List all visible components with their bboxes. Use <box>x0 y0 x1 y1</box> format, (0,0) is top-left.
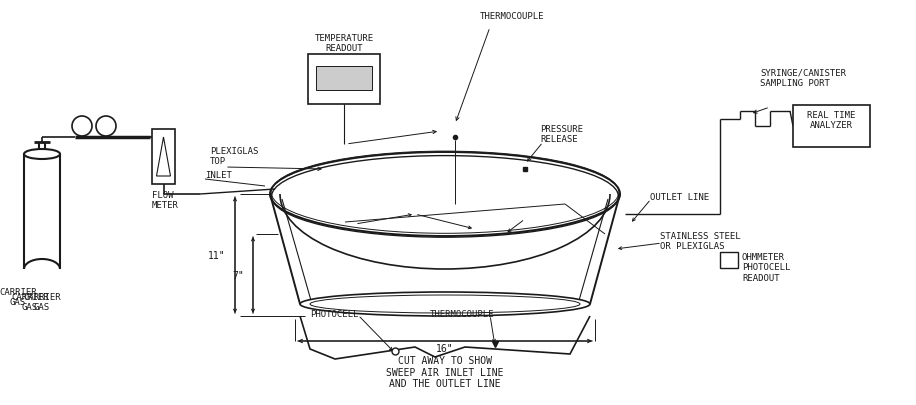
Text: OHMMETER
PHOTOCELL
READOUT: OHMMETER PHOTOCELL READOUT <box>742 252 791 282</box>
Text: 7": 7" <box>232 270 244 280</box>
Text: THERMOCOUPLE: THERMOCOUPLE <box>430 310 495 319</box>
Text: SYRINGE/CANISTER
SAMPLING PORT: SYRINGE/CANISTER SAMPLING PORT <box>760 68 846 88</box>
Text: CARRIER
GAS: CARRIER GAS <box>0 287 37 307</box>
Text: PRESSURE
RELEASE: PRESSURE RELEASE <box>540 125 583 144</box>
Circle shape <box>96 117 116 136</box>
Bar <box>720 252 738 269</box>
Text: PHOTOCELL: PHOTOCELL <box>310 310 358 319</box>
Ellipse shape <box>300 292 590 316</box>
Text: TEMPERATURE
READOUT: TEMPERATURE READOUT <box>314 34 374 53</box>
Bar <box>152 130 175 185</box>
Polygon shape <box>157 138 170 177</box>
Bar <box>308 55 380 105</box>
Text: PLEXIGLAS
TOP: PLEXIGLAS TOP <box>210 147 258 166</box>
Text: CARRIER
GAS: CARRIER GAS <box>23 292 60 311</box>
Text: OUTLET LINE: OUTLET LINE <box>650 193 709 202</box>
Text: STAINLESS STEEL
OR PLEXIGLAS: STAINLESS STEEL OR PLEXIGLAS <box>660 231 741 251</box>
Ellipse shape <box>24 149 60 160</box>
Text: 16": 16" <box>436 343 453 353</box>
Text: FLOW
METER: FLOW METER <box>152 190 179 210</box>
Text: CUT AWAY TO SHOW
SWEEP AIR INLET LINE
AND THE OUTLET LINE: CUT AWAY TO SHOW SWEEP AIR INLET LINE AN… <box>387 355 504 388</box>
Text: REAL TIME
ANALYZER: REAL TIME ANALYZER <box>807 111 856 130</box>
Text: INLET: INLET <box>205 171 232 180</box>
Text: THERMOCOUPLE: THERMOCOUPLE <box>480 12 544 21</box>
Circle shape <box>72 117 92 136</box>
Bar <box>316 67 372 91</box>
Text: 11": 11" <box>208 250 226 260</box>
Bar <box>793 106 870 148</box>
Text: CARRIER
GAS: CARRIER GAS <box>11 292 49 311</box>
